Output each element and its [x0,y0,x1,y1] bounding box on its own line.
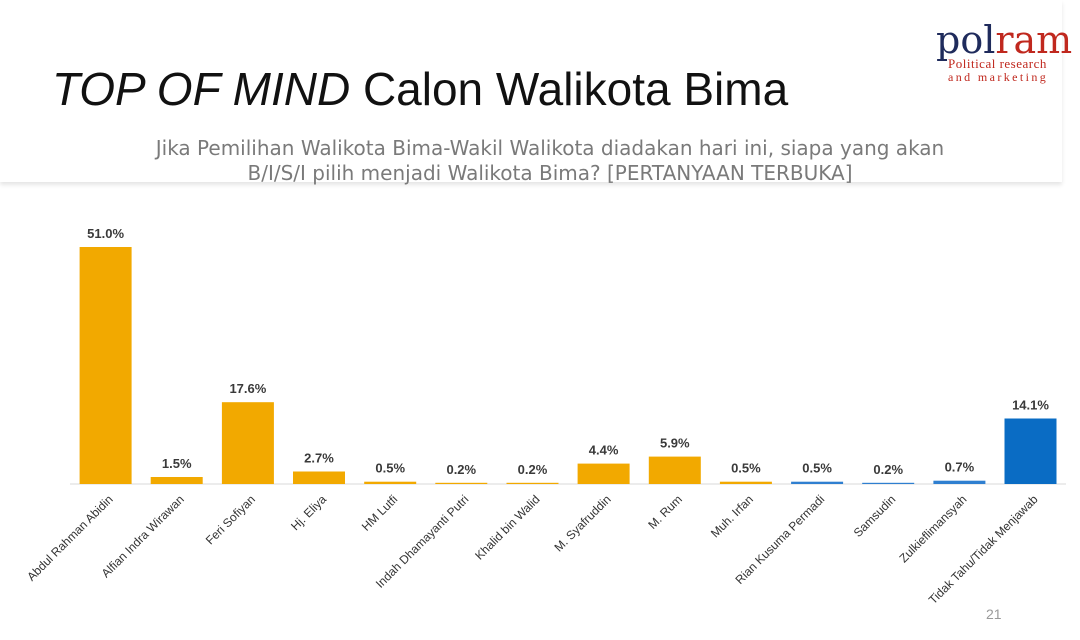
logo-word-ram: ram [995,18,1073,62]
category-tick-label: Feri Sofiyan [203,492,258,547]
data-label: 1.5% [162,456,192,471]
bar [933,480,986,484]
polram-logo: polram Political research and marketing [934,16,1080,86]
category-tick-label: Samsudin [851,492,899,540]
page-title: TOP OF MIND Calon Walikota Bima [52,62,788,116]
title-main-part: Calon Walikota Bima [350,63,789,115]
question-subtitle: Jika Pemilihan Walikota Bima-Wakil Walik… [120,136,980,186]
bar [506,482,559,484]
data-label: 2.7% [304,451,334,466]
category-tick-label: Khalid bin Walid [472,492,542,562]
bar [719,481,772,484]
category-tick-label: HM Lutfi [359,492,400,533]
bar [648,456,701,484]
logo-tagline-1: Political research [948,56,1047,71]
category-tick-label: Hj. Eliya [288,492,329,533]
category-tick-label: M. Rum [645,492,685,532]
category-tick-label: Zulkieflimansyah [896,492,969,565]
bar [1004,418,1057,484]
bar [577,463,630,484]
bar [79,247,132,484]
data-label: 0.5% [375,461,405,476]
data-label: 0.5% [802,461,832,476]
bar [221,402,274,484]
subtitle-line-1: Jika Pemilihan Walikota Bima-Wakil Walik… [155,136,945,160]
category-tick-label: Muh. Irfan [708,492,756,540]
bar [150,477,203,484]
bar [293,471,345,484]
data-label: 0.2% [446,462,476,477]
bar [435,482,488,484]
data-label: 51.0% [87,226,124,241]
logo-word-pol: pol [936,18,996,62]
header-band [0,0,1062,182]
data-label: 0.7% [945,460,975,475]
data-label: 14.1% [1012,398,1049,413]
data-label: 0.2% [873,462,903,477]
logo-wordmark: polram [936,16,1072,64]
data-label: 0.2% [518,462,548,477]
logo-tagline-2: and marketing [948,70,1049,84]
bar [791,481,844,484]
title-italic-part: TOP OF MIND [52,63,351,115]
category-tick-label: M. Syafruddin [551,492,613,554]
bar [364,481,417,484]
data-label: 17.6% [229,381,266,396]
bar [862,482,915,484]
page-number: 21 [986,606,1002,622]
subtitle-line-2: B/I/S/I pilih menjadi Walikota Bima? [PE… [247,161,853,185]
data-label: 4.4% [589,443,619,458]
data-label: 5.9% [660,436,690,451]
data-label: 0.5% [731,461,761,476]
